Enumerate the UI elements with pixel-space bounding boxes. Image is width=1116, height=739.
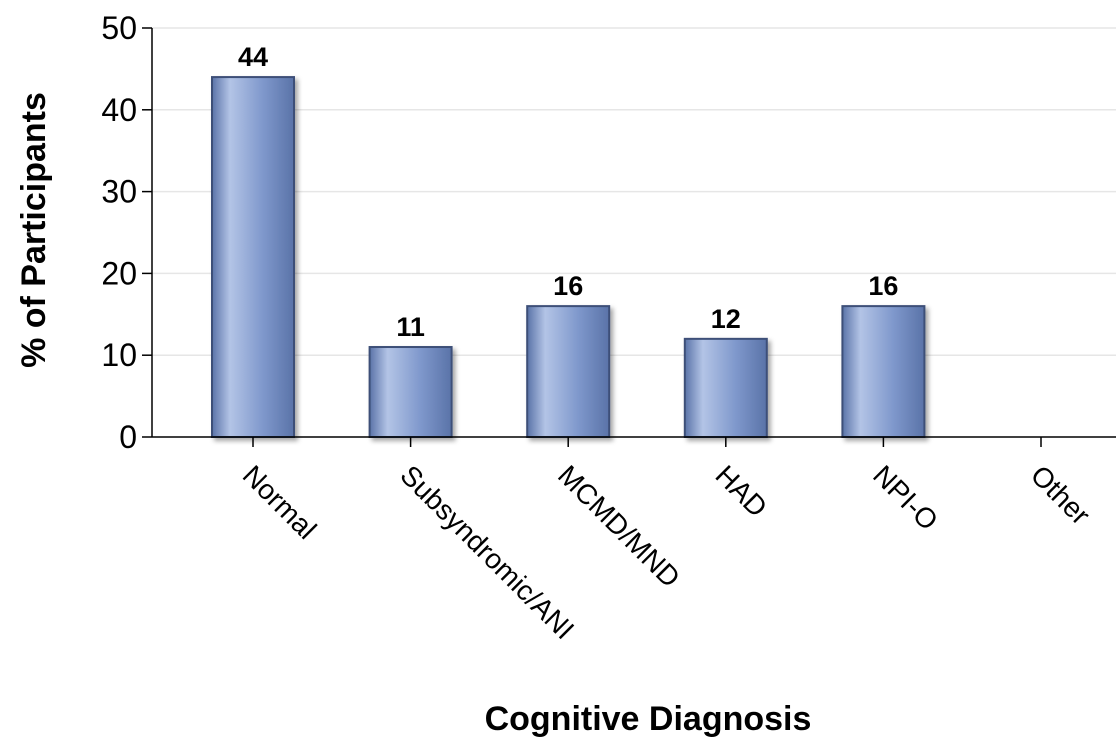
y-tick-label: 50 xyxy=(101,10,137,46)
data-label: 44 xyxy=(238,42,268,72)
x-tick-label: Subsyndromic/ANI xyxy=(394,459,580,645)
gridlines xyxy=(152,28,1116,355)
x-tick-label: NPI-O xyxy=(867,459,944,536)
data-label: 16 xyxy=(868,271,898,301)
y-tick-label: 30 xyxy=(101,174,137,210)
y-axis-title: % of Participants xyxy=(15,92,53,368)
x-tick-label: Other xyxy=(1025,459,1096,530)
bar-mcmd-mnd xyxy=(527,306,609,437)
data-label: 11 xyxy=(396,312,425,342)
x-tick-label: MCMD/MND xyxy=(552,459,686,593)
bar-npi-o xyxy=(842,306,924,437)
bar-had xyxy=(685,339,767,437)
x-axis-title: Cognitive Diagnosis xyxy=(485,700,812,738)
y-tick-label: 10 xyxy=(101,337,137,373)
data-label: 12 xyxy=(711,304,741,334)
y-tick-label: 20 xyxy=(101,255,137,291)
x-tick-label: HAD xyxy=(710,459,774,523)
bar-normal xyxy=(212,77,294,437)
y-tick-label: 0 xyxy=(119,419,137,455)
data-label: 16 xyxy=(553,271,583,301)
bar-subsyndromic-ani xyxy=(370,347,452,437)
x-tick-label: Normal xyxy=(237,459,323,545)
y-tick-label: 40 xyxy=(101,92,137,128)
bars xyxy=(212,77,924,437)
